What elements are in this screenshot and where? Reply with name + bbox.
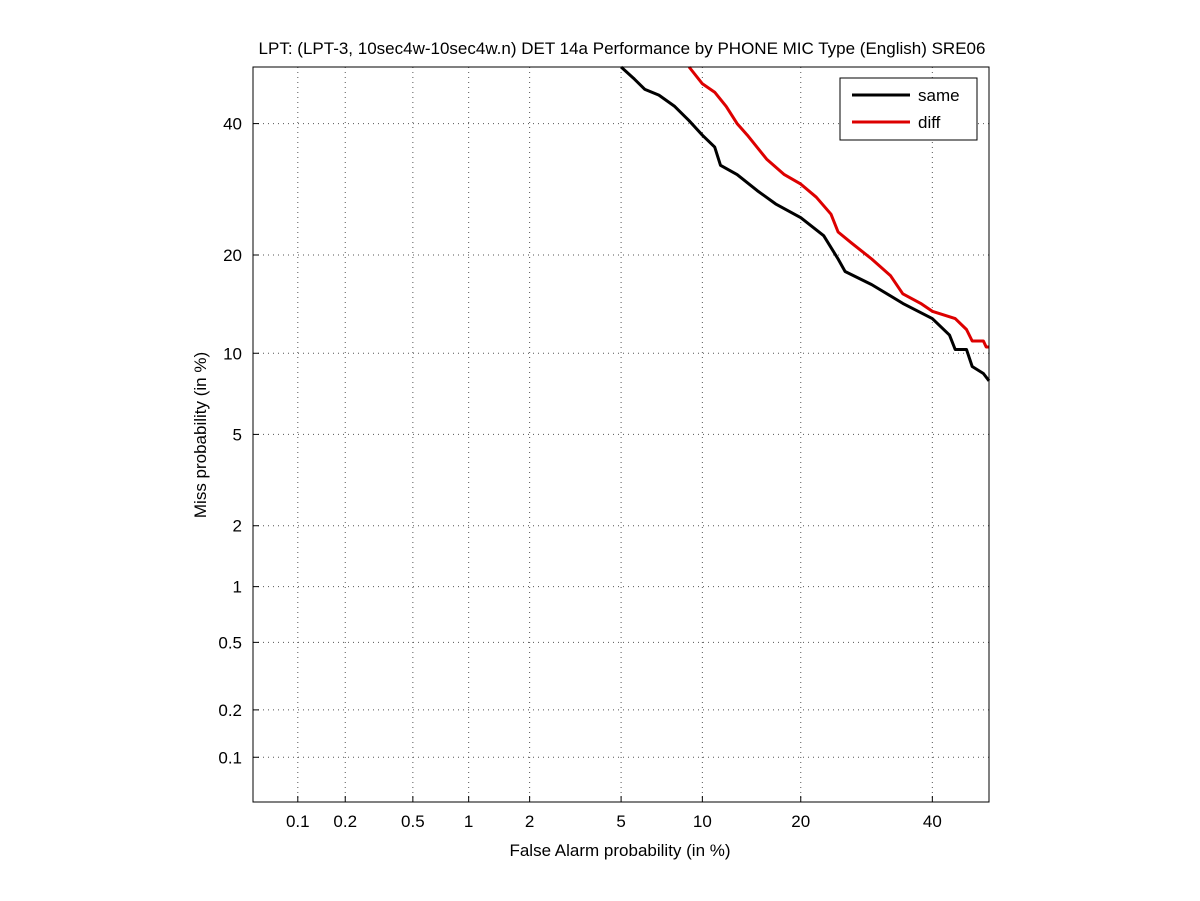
y-tick-label-0-1: 0.1 — [218, 748, 242, 767]
x-tick-label-40: 40 — [923, 812, 942, 831]
series-line-same — [620, 65, 991, 382]
x-axis-title: False Alarm probability (in %) — [509, 841, 730, 860]
legend-label-same: same — [918, 86, 960, 105]
x-tick-label-0-5: 0.5 — [401, 812, 425, 831]
legend-box — [839, 77, 978, 141]
legend-label-diff: diff — [918, 113, 941, 132]
y-tick-label-0-5: 0.5 — [218, 633, 242, 652]
y-tick-label-20: 20 — [223, 246, 242, 265]
chart-title: LPT: (LPT-3, 10sec4w-10sec4w.n) DET 14a … — [259, 39, 986, 58]
y-tick-label-5: 5 — [233, 425, 242, 444]
x-tick-label-2: 2 — [525, 812, 534, 831]
y-tick-label-0-2: 0.2 — [218, 701, 242, 720]
x-tick-label-0-1: 0.1 — [286, 812, 310, 831]
x-tick-label-1: 1 — [464, 812, 473, 831]
y-tick-label-40: 40 — [223, 115, 242, 134]
x-tick-label-20: 20 — [791, 812, 810, 831]
series-layer — [620, 65, 991, 382]
x-axis-ticks: 0.1 0.2 0.5 1 2 5 10 20 40 — [286, 796, 942, 831]
y-tick-label-2: 2 — [233, 517, 242, 536]
grid — [253, 67, 989, 802]
x-tick-label-5: 5 — [616, 812, 625, 831]
y-tick-label-1: 1 — [233, 578, 242, 597]
legend: same diff — [839, 77, 978, 141]
series-line-diff — [687, 66, 989, 349]
y-axis-ticks: 0.1 0.2 0.5 1 2 5 10 20 40 — [218, 115, 259, 767]
y-axis-title: Miss probability (in %) — [191, 352, 210, 518]
x-tick-label-10: 10 — [693, 812, 712, 831]
y-tick-label-10: 10 — [223, 344, 242, 363]
x-tick-label-0-2: 0.2 — [333, 812, 357, 831]
